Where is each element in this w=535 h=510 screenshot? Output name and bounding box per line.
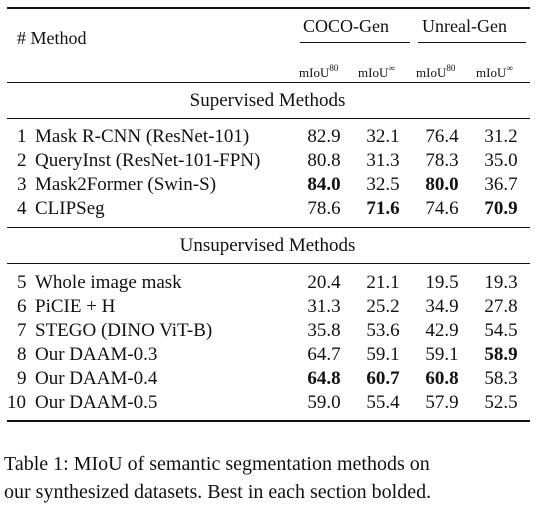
coco-miouinf-header: mIoU∞ [358,63,395,80]
header-rule [7,82,530,83]
value-cell: 64.7 [307,344,341,365]
row-index: 6 [17,296,27,317]
value-cell: 64.8 [307,368,341,389]
unsupervised-rule [7,263,530,264]
value-cell: 32.1 [366,126,400,147]
caption-line-1: Table 1: MIoU of semantic segmentation m… [4,453,430,475]
value-cell: 59.1 [366,344,400,365]
value-cell: 78.6 [307,198,341,219]
unreal-miou80-header: mIoU80 [416,63,456,80]
value-cell: 31.2 [484,126,518,147]
method-name: CLIPSeg [35,198,105,219]
supervised-rule [7,118,530,119]
coco-gen-header: COCO-Gen [303,16,389,36]
method-name: Mask2Former (Swin-S) [35,174,217,195]
value-cell: 60.8 [425,368,459,389]
value-cell: 59.1 [425,344,459,365]
value-cell: 80.8 [307,150,341,171]
supervised-section-title: Supervised Methods [189,90,346,111]
value-cell: 60.7 [366,368,400,389]
value-cell: 31.3 [366,150,400,171]
row-index: 10 [7,392,26,413]
unreal-gen-underline [418,42,526,43]
value-cell: 34.9 [425,296,459,317]
method-name: Our DAAM-0.4 [35,368,158,389]
method-name: STEGO (DINO ViT-B) [35,320,213,341]
row-index: 7 [17,320,27,341]
row-index: 9 [17,368,27,389]
value-cell: 21.1 [366,272,400,293]
value-cell: 84.0 [307,174,341,195]
bottom-rule [7,420,530,422]
value-cell: 42.9 [425,320,459,341]
method-name: Mask R-CNN (ResNet-101) [35,126,250,147]
value-cell: 54.5 [484,320,518,341]
table-caption: Table 1: MIoU of semantic segmentation m… [4,450,532,506]
method-name: Our DAAM-0.5 [35,392,158,413]
value-cell: 55.4 [366,392,400,413]
value-cell: 59.0 [307,392,341,413]
value-cell: 25.2 [366,296,400,317]
value-cell: 52.5 [484,392,518,413]
value-cell: 20.4 [307,272,341,293]
row-index: 4 [17,198,27,219]
value-cell: 74.6 [425,198,459,219]
row-index: 8 [17,344,27,365]
value-cell: 36.7 [484,174,518,195]
value-cell: 58.3 [484,368,518,389]
value-cell: 19.5 [425,272,459,293]
method-name: Our DAAM-0.3 [35,344,158,365]
value-cell: 31.3 [307,296,341,317]
method-column-header: # Method [17,28,87,48]
method-name: QueryInst (ResNet-101-FPN) [35,150,261,171]
coco-miou80-header: mIoU80 [299,63,339,80]
value-cell: 70.9 [484,198,518,219]
value-cell: 78.3 [425,150,459,171]
top-rule [7,7,530,9]
value-cell: 58.9 [484,344,518,365]
row-index: 1 [17,126,27,147]
value-cell: 27.8 [484,296,518,317]
value-cell: 80.0 [425,174,459,195]
value-cell: 35.0 [484,150,518,171]
value-cell: 53.6 [366,320,400,341]
section-divider-rule [7,227,530,228]
value-cell: 76.4 [425,126,459,147]
row-index: 3 [17,174,27,195]
method-name: PiCIE + H [35,296,116,317]
value-cell: 82.9 [307,126,341,147]
row-index: 5 [17,272,27,293]
method-name: Whole image mask [35,272,182,293]
caption-line-2: our synthesized datasets. Best in each s… [4,481,432,503]
value-cell: 57.9 [425,392,459,413]
coco-gen-underline [300,42,410,43]
value-cell: 71.6 [366,198,400,219]
value-cell: 35.8 [307,320,341,341]
value-cell: 32.5 [366,174,400,195]
unreal-gen-header: Unreal-Gen [422,16,507,36]
value-cell: 19.3 [484,272,518,293]
unsupervised-section-title: Unsupervised Methods [179,235,356,256]
unreal-miouinf-header: mIoU∞ [476,63,513,80]
row-index: 2 [17,150,27,171]
